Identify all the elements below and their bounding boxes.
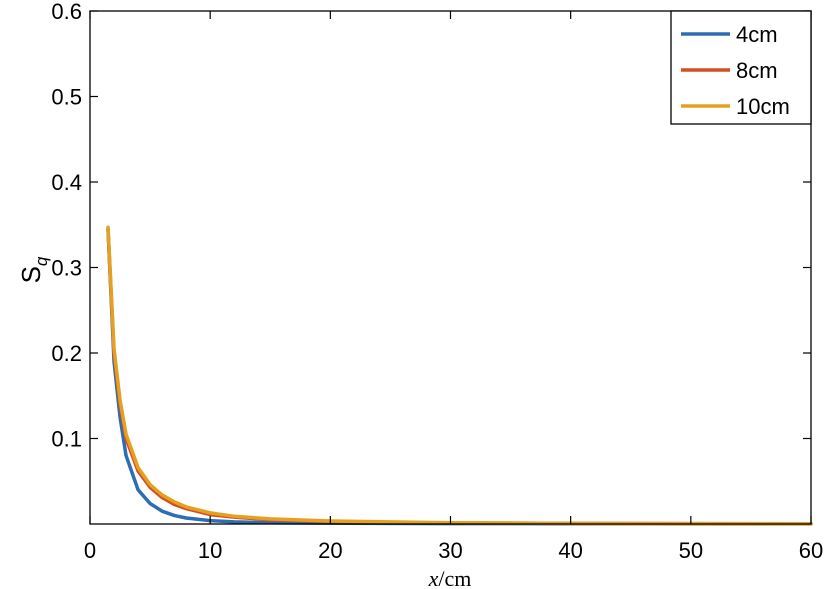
y-axis-label-sub: q xyxy=(32,256,51,266)
legend-label-4cm: 4cm xyxy=(736,22,778,47)
x-axis-label-var: x xyxy=(428,566,439,589)
y-axis-label-main: S xyxy=(16,266,46,283)
x-tick-label: 30 xyxy=(438,538,462,563)
y-tick-label: 0.5 xyxy=(51,85,82,110)
x-tick-label: 50 xyxy=(679,538,703,563)
y-tick-label: 0.4 xyxy=(51,170,82,195)
x-axis-label-unit: /cm xyxy=(438,566,471,589)
legend-label-8cm: 8cm xyxy=(736,58,778,83)
x-tick-label: 60 xyxy=(799,538,823,563)
series-line-10cm xyxy=(106,225,813,526)
x-tick-label: 10 xyxy=(198,538,222,563)
tick-labels: 0 10 20 30 40 50 60 0.1 0.2 0.3 0.4 0.5 0.6 xyxy=(51,0,823,563)
y-tick-label: 0.3 xyxy=(51,256,82,281)
y-axis-label: Sq xyxy=(16,256,51,283)
x-tick-label: 20 xyxy=(318,538,342,563)
legend: 4cm 8cm 10cm xyxy=(670,10,812,125)
legend-label-10cm: 10cm xyxy=(736,94,790,119)
y-tick-label: 0.2 xyxy=(51,341,82,366)
x-tick-label: 0 xyxy=(84,538,96,563)
x-axis-label: x/cm xyxy=(428,566,472,589)
y-tick-label: 0.6 xyxy=(51,0,82,24)
y-tick-label: 0.1 xyxy=(51,427,82,452)
x-tick-label: 40 xyxy=(558,538,582,563)
